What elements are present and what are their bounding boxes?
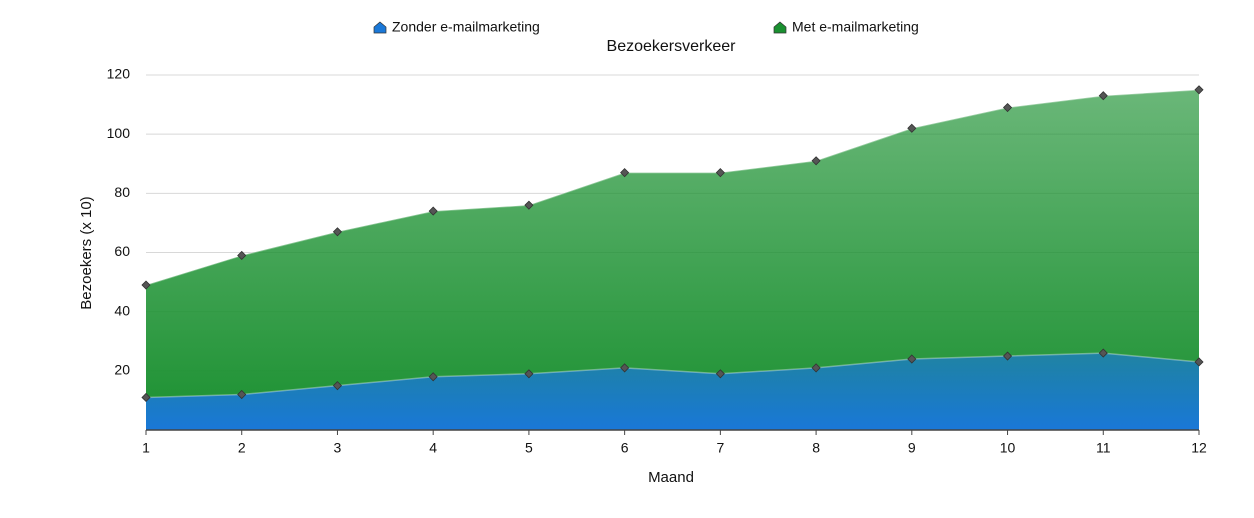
x-tick-label: 2 <box>238 440 246 456</box>
x-tick-label: 11 <box>1096 440 1111 456</box>
data-point <box>524 200 534 210</box>
legend-icon <box>773 21 787 34</box>
data-point <box>811 363 821 373</box>
x-axis-label: Maand <box>648 469 694 486</box>
data-point <box>428 206 438 216</box>
area <box>146 89 1199 431</box>
x-tick-label: 10 <box>1000 440 1016 456</box>
data-point <box>1098 91 1108 101</box>
data-point <box>620 363 630 373</box>
data-point <box>332 227 343 237</box>
x-tick-label: 3 <box>334 440 342 456</box>
y-axis-label: Bezoekers (x 10) <box>78 196 95 309</box>
data-point <box>1002 351 1013 361</box>
data-point <box>237 250 247 261</box>
area-edge <box>145 89 1200 286</box>
y-tick-label: 60 <box>114 243 130 259</box>
x-tick-label: 8 <box>812 440 820 456</box>
area-edge <box>145 352 1200 399</box>
y-tick-label: 20 <box>114 362 130 378</box>
x-tick-label: 4 <box>429 440 437 456</box>
data-point <box>1002 102 1013 113</box>
data-point <box>811 156 821 166</box>
data-point <box>1194 357 1204 367</box>
data-point <box>141 392 151 403</box>
data-point <box>524 369 534 379</box>
x-tick-label: 12 <box>1191 440 1207 456</box>
x-tick-label: 7 <box>716 440 724 456</box>
chart-title: Bezoekersverkeer <box>607 38 737 55</box>
data-point <box>907 354 917 364</box>
y-tick-label: 40 <box>114 302 130 318</box>
x-tick-label: 5 <box>525 440 533 456</box>
y-tick-label: 80 <box>114 184 130 200</box>
data-point <box>715 168 725 178</box>
data-point <box>428 372 438 382</box>
legend-label: Zonder e-mailmarketing <box>392 19 540 35</box>
data-point <box>141 280 151 290</box>
y-tick-label: 100 <box>107 125 131 141</box>
data-point <box>237 389 247 400</box>
legend-label: Met e-mailmarketing <box>792 19 919 35</box>
area <box>146 353 1199 430</box>
data-point <box>715 369 725 379</box>
legend-icon <box>373 21 387 34</box>
data-point <box>1098 348 1108 358</box>
data-point <box>907 123 917 133</box>
data-point <box>620 168 630 178</box>
data-point <box>332 381 343 391</box>
data-point <box>1194 85 1204 95</box>
x-tick-label: 9 <box>908 440 916 456</box>
x-tick-label: 1 <box>142 440 150 456</box>
x-tick-label: 6 <box>621 440 629 456</box>
y-tick-label: 120 <box>107 66 131 82</box>
